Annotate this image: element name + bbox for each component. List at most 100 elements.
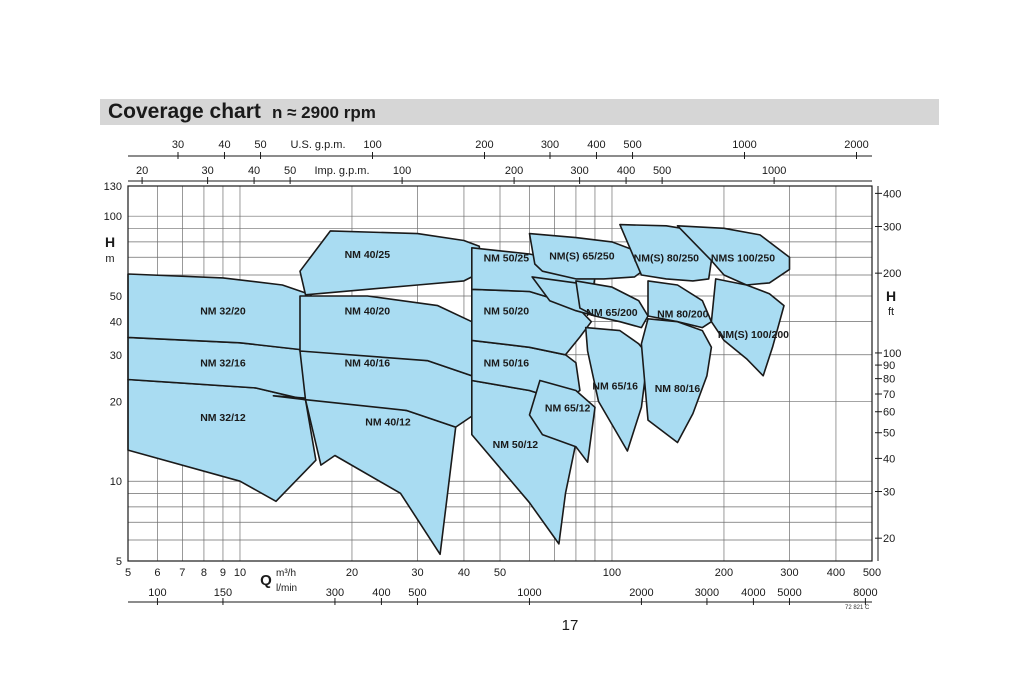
region-label-nm-s-100-200: NM(S) 100/200 [718,329,789,341]
ft-tick-label: 30 [883,487,895,499]
y-axis-symbol: H [105,234,115,250]
lmin-tick-label: 300 [326,587,344,599]
lmin-tick-label: 500 [408,587,426,599]
region-label-nm-32-20: NM 32/20 [200,306,246,318]
document-code: 72 821 C [845,605,870,611]
x-tick-label: 100 [603,567,621,579]
region-label-nm-40-16: NM 40/16 [345,358,391,370]
lmin-tick-label: 1000 [517,587,541,599]
impgpm-tick-label: 30 [201,165,213,177]
ft-tick-label: 80 [883,374,895,386]
region-nms-100-250 [676,225,791,286]
region-label-nm-50-20: NM 50/20 [484,306,530,318]
usgpm-tick-label: 200 [475,139,493,151]
usgpm-tick-label: 400 [587,139,605,151]
region-label-nm-40-20: NM 40/20 [345,306,391,318]
lmin-tick-label: 5000 [777,587,801,599]
impgpm-tick-label: 400 [617,165,635,177]
impgpm-tick-label: 300 [570,165,588,177]
x-tick-label: 5 [125,567,131,579]
impgpm-tick-label: 500 [653,165,671,177]
impgpm-tick-label: 50 [284,165,296,177]
region-nm-65-16 [584,326,649,452]
usgpm-tick-label: 50 [254,139,266,151]
lmin-tick-label: 3000 [695,587,719,599]
x-tick-label: 9 [220,567,226,579]
y-tick-label: 10 [110,476,122,488]
region-label-nm-50-12: NM 50/12 [493,439,539,451]
x-axis-unit: m³/h [276,568,296,579]
usgpm-tick-label: 100 [363,139,381,151]
lmin-tick-label: 4000 [741,587,765,599]
x-tick-label: 20 [346,567,358,579]
region-label-nm-80-16: NM 80/16 [655,383,701,395]
y-tick-label: 40 [110,317,122,329]
ft-tick-label: 300 [883,221,901,233]
region-label-nm-80-200: NM 80/200 [657,308,709,320]
ft-tick-label: 20 [883,533,895,545]
x-axis-unit-lmin: l/min [276,583,297,594]
region-label-nm-s-80-250: NM(S) 80/250 [634,252,700,264]
ft-tick-label: 400 [883,188,901,200]
y-axis-ft-unit: ft [888,306,894,318]
y-tick-label: 30 [110,350,122,362]
impgpm-tick-label: 1000 [762,165,786,177]
plot-frame [127,185,873,562]
ft-tick-label: 90 [883,360,895,372]
region-nm-65-200 [575,280,649,329]
usgpm-tick-label: 1000 [732,139,756,151]
lmin-tick-label: 400 [372,587,390,599]
chart-title: Coverage chart [108,100,261,123]
region-label-nm-32-12: NM 32/12 [200,412,246,424]
region-label-nms-100-250: NMS 100/250 [711,252,775,264]
region-label-nm-50-25: NM 50/25 [484,252,530,264]
region-label-nm-s-65-250: NM(S) 65/250 [549,251,615,263]
ft-tick-label: 70 [883,389,895,401]
x-tick-label: 400 [827,567,845,579]
x-tick-label: 300 [780,567,798,579]
title-bar: Coverage chart n ≈ 2900 rpm [100,99,939,125]
impgpm-tick-label: 200 [505,165,523,177]
ft-tick-label: 50 [883,428,895,440]
y-axis-ft-symbol: H [886,288,896,304]
y-tick-label: 100 [104,211,122,223]
region-nm-80-200 [647,280,713,329]
x-tick-label: 50 [494,567,506,579]
usgpm-tick-label: 300 [541,139,559,151]
chart-subtitle: n ≈ 2900 rpm [272,103,376,122]
x-tick-label: 30 [411,567,423,579]
region-label-nm-40-25: NM 40/25 [345,249,391,261]
x-tick-label: 200 [715,567,733,579]
region-nm-s-65-250 [528,232,653,280]
impgpm-tick-label: 40 [248,165,260,177]
region-label-nm-32-16: NM 32/16 [200,358,246,370]
y-tick-label: 20 [110,396,122,408]
usgpm-tick-label: 40 [218,139,230,151]
lmin-tick-label: 2000 [629,587,653,599]
x-tick-label: 6 [154,567,160,579]
region-nm-65-12 [528,379,596,464]
ft-tick-label: 40 [883,453,895,465]
region-nm-80-16 [640,317,713,444]
y-tick-label: 50 [110,291,122,303]
usgpm-tick-label: 2000 [844,139,868,151]
region-label-nm-65-12: NM 65/12 [545,402,591,414]
region-nm-s-100-200 [710,278,785,377]
impgpm-tick-label: 20 [136,165,148,177]
ft-tick-label: 200 [883,268,901,280]
lmin-tick-label: 150 [214,587,232,599]
x-tick-label: 40 [458,567,470,579]
usgpm-tick-label: 500 [623,139,641,151]
usgpm-unit: U.S. g.p.m. [290,139,345,151]
x-axis-symbol: Q [260,572,272,589]
impgpm-unit: Imp. g.p.m. [314,165,369,177]
x-tick-label: 7 [179,567,185,579]
x-tick-label: 8 [201,567,207,579]
y-tick-label: 130 [104,181,122,193]
y-tick-label: 5 [116,556,122,568]
x-tick-label: 10 [234,567,246,579]
x-tick-label: 500 [863,567,881,579]
lmin-tick-label: 100 [148,587,166,599]
usgpm-tick-label: 30 [172,139,184,151]
